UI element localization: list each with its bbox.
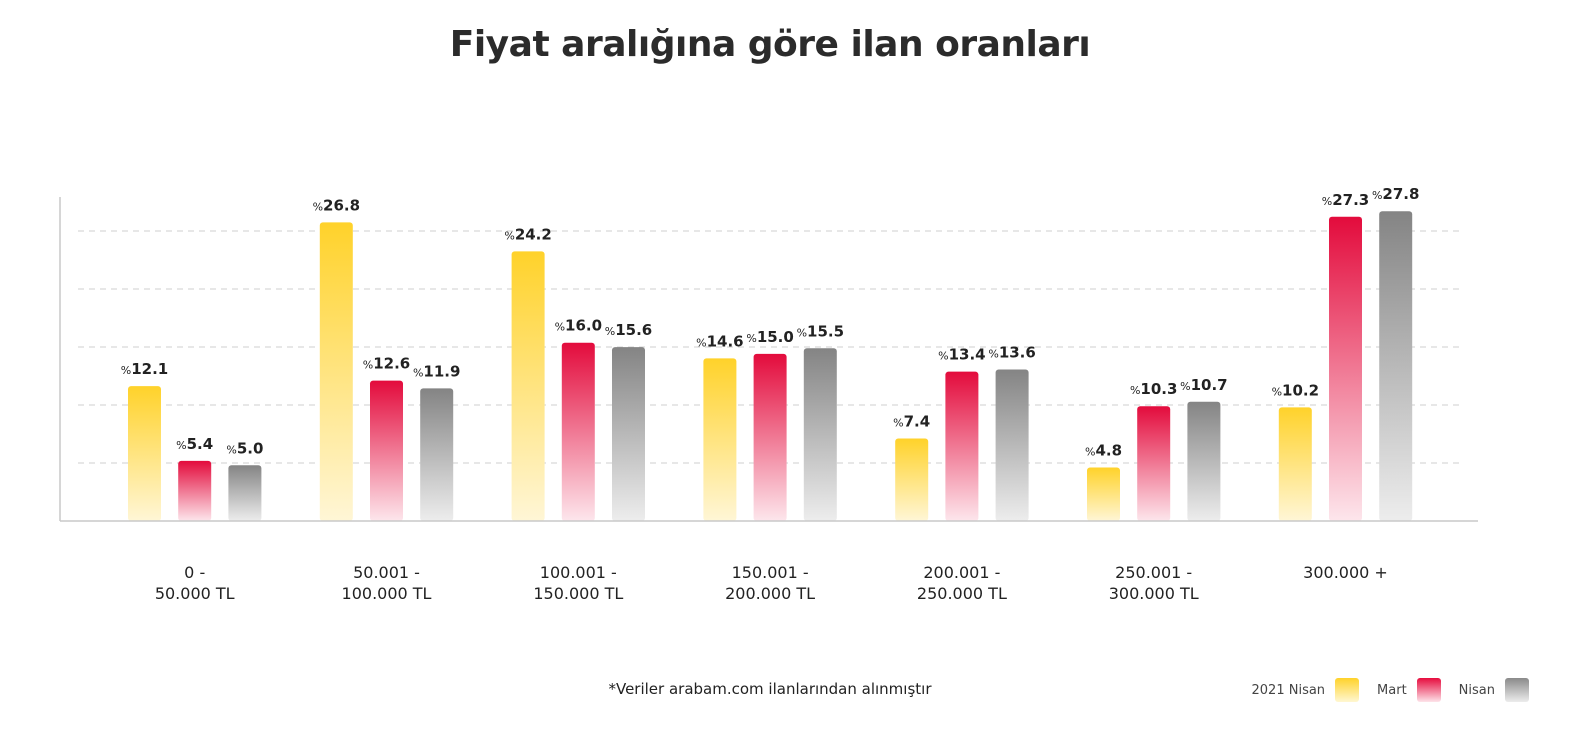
bar-yellow — [511, 251, 545, 522]
category-label: 150.001 -200.000 TL — [725, 563, 815, 603]
bar-red — [178, 460, 212, 521]
bar-gray — [995, 369, 1029, 521]
value-label: %15.6 — [605, 321, 652, 339]
bar-red — [561, 342, 595, 521]
legend-item-nisan: Nisan — [1459, 678, 1529, 702]
category-label: 200.001 -250.000 TL — [917, 563, 1007, 603]
bar-yellow — [319, 222, 353, 521]
bar-gray — [420, 388, 454, 521]
footnote: *Veriler arabam.com ilanlarından alınmış… — [608, 680, 932, 698]
bar-red — [370, 380, 403, 521]
value-label: %5.0 — [226, 439, 263, 457]
category-label: 250.001 -300.000 TL — [1109, 563, 1199, 603]
value-label: %16.0 — [555, 317, 602, 335]
bar-yellow — [703, 358, 737, 521]
value-label: %24.2 — [504, 225, 551, 243]
legend-label: Mart — [1377, 682, 1407, 698]
legend-swatch-red — [1416, 678, 1441, 702]
value-label: %14.6 — [696, 332, 743, 350]
value-label: %13.6 — [988, 343, 1035, 361]
category-label: 300.000 + — [1303, 563, 1388, 582]
bar-yellow — [895, 438, 929, 521]
axes — [59, 197, 1478, 522]
legend-swatch-gray — [1505, 678, 1529, 702]
bar-red — [945, 371, 979, 521]
value-label: %12.1 — [121, 360, 168, 378]
bar-red — [1329, 216, 1362, 522]
value-label: %7.4 — [893, 413, 930, 431]
bar-yellow — [1278, 407, 1312, 521]
bar-red — [1137, 406, 1171, 521]
value-label: %15.0 — [746, 328, 793, 346]
value-label: %10.3 — [1130, 380, 1177, 398]
legend-item-mart: Mart — [1377, 678, 1441, 702]
legend-label: Nisan — [1458, 682, 1495, 698]
bars — [128, 211, 1413, 522]
value-labels: %12.1%5.4 %5.0%26.8%12.6%11.9%24.2%16.0 %1… — [121, 185, 1420, 459]
bar-yellow — [1087, 467, 1120, 521]
value-label: %12.6 — [363, 355, 410, 373]
value-label: %26.8 — [313, 196, 360, 214]
value-label: %15.5 — [797, 322, 844, 340]
legend-swatch-yellow — [1335, 678, 1360, 702]
legend-label: 2021 Nisan — [1251, 682, 1326, 698]
category-label: 50.001 -100.000 TL — [342, 563, 432, 603]
value-label: %10.2 — [1272, 381, 1319, 399]
bar-gray — [1187, 401, 1221, 521]
value-label: %13.4 — [938, 346, 985, 364]
value-label: %10.7 — [1180, 376, 1227, 394]
legend-item-2021-nisan: 2021 Nisan — [1252, 678, 1360, 702]
bar-yellow — [128, 386, 161, 521]
value-label: %5.4 — [176, 435, 213, 453]
value-label: %4.8 — [1085, 442, 1122, 460]
bar-red — [753, 353, 787, 521]
bar-gray — [228, 465, 262, 521]
category-label: 100.001 -150.000 TL — [533, 563, 623, 603]
legend: 2021 Nisan Mart Nisan — [1242, 678, 1529, 702]
category-label: 0 -50.000 TL — [155, 563, 235, 603]
value-label: %27.8 — [1372, 185, 1419, 203]
category-labels: 0 -50.000 TL 50.001 -100.000 TL 100.001 -1… — [155, 563, 1388, 603]
bar-gray — [1379, 211, 1413, 521]
chart-title: Fiyat aralığına göre ilan oranları — [449, 24, 1091, 65]
bar-gray — [803, 348, 837, 521]
bar-gray — [612, 347, 645, 521]
value-label: %11.9 — [413, 362, 460, 380]
value-label: %27.3 — [1322, 191, 1369, 209]
